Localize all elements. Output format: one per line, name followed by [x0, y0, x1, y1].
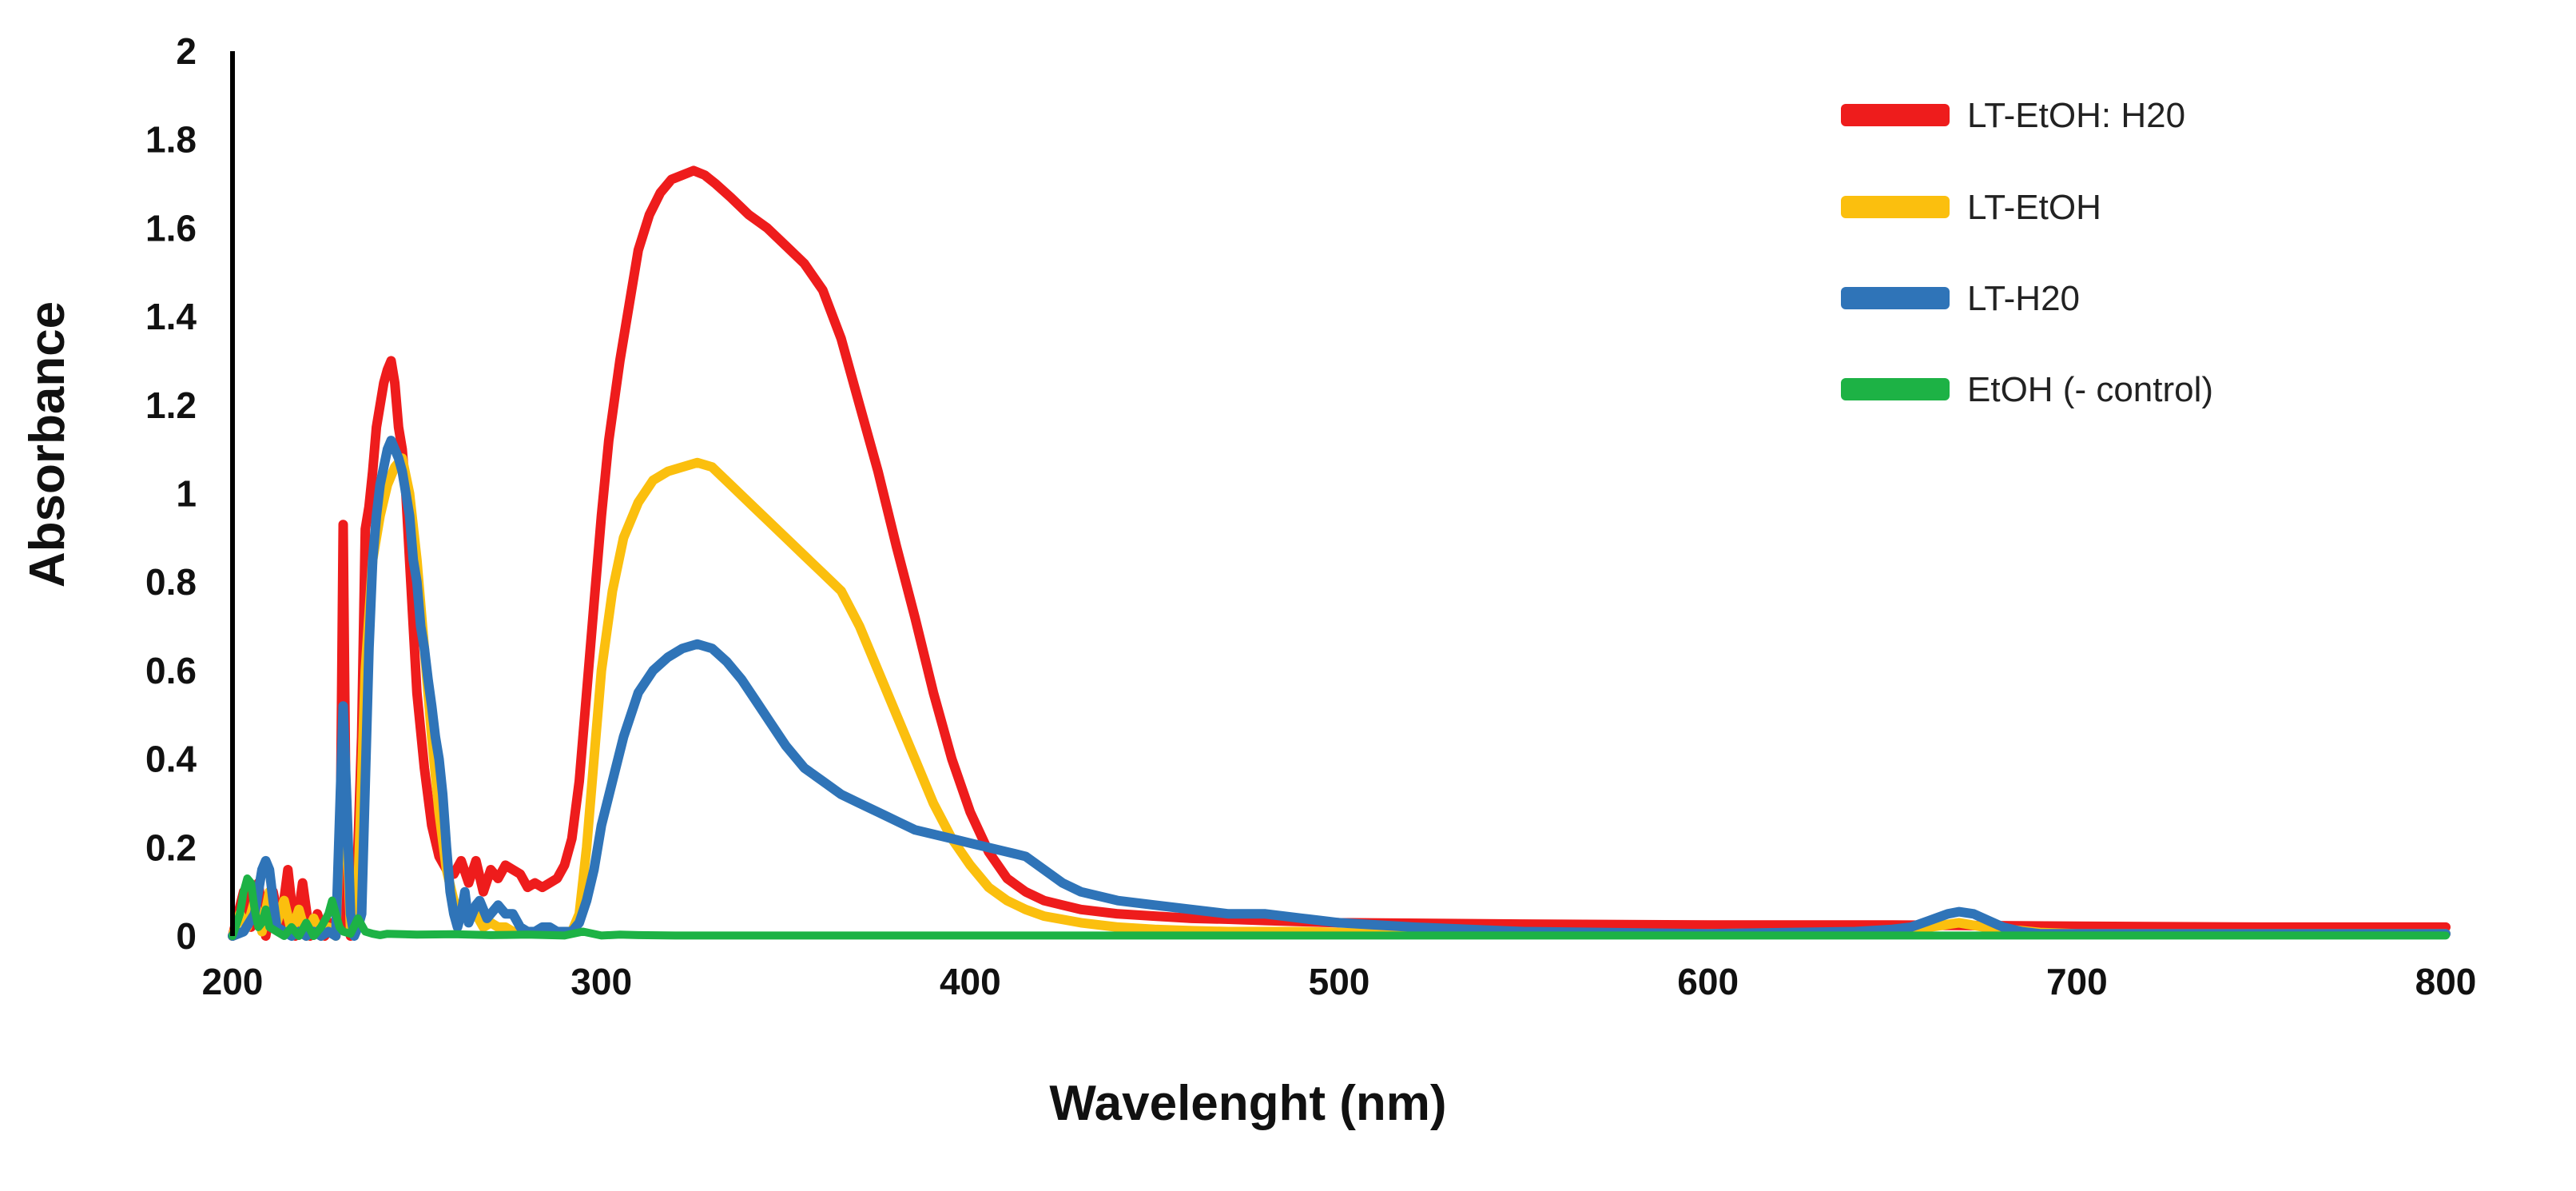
x-tick-label: 500: [1309, 961, 1370, 1002]
y-tick-labels: 0 0.2 0.4 0.6 0.8 1 1.2 1.4 1.6 1.8 2: [145, 30, 197, 957]
y-tick-label: 0: [176, 915, 197, 957]
x-axis-title: Wavelenght (nm): [1049, 1076, 1446, 1131]
series-line-lt-etoh-h20: [228, 165, 2451, 941]
legend-label-lt-etoh: LT-EtOH: [1967, 188, 2101, 227]
y-tick-label: 0.4: [145, 739, 197, 780]
x-tick-label: 800: [2415, 961, 2477, 1002]
y-tick-label: 1.6: [145, 207, 197, 249]
y-tick-label: 1.2: [145, 384, 197, 426]
y-tick-label: 0.2: [145, 827, 197, 868]
x-tick-labels: 200 300 400 500 600 700 800: [202, 961, 2477, 1002]
legend-label-lt-etoh-h20: LT-EtOH: H20: [1967, 96, 2185, 135]
legend-label-lt-h20: LT-H20: [1967, 279, 2080, 318]
legend: LT-EtOH: H20 LT-EtOH LT-H20 EtOH (- control…: [1841, 96, 2213, 409]
series-layer: [228, 165, 2451, 941]
y-tick-label: 0.8: [145, 561, 197, 603]
x-tick-label: 300: [570, 961, 632, 1002]
legend-label-etoh-control: EtOH (- control): [1967, 370, 2213, 409]
series-line-etoh-control: [229, 874, 2450, 940]
legend-swatch-lt-etoh: [1841, 196, 1950, 218]
x-tick-label: 200: [202, 961, 264, 1002]
legend-swatch-lt-h20: [1841, 287, 1950, 309]
y-axis-title: Absorbance: [20, 301, 75, 588]
y-tick-label: 1: [176, 473, 197, 515]
y-tick-label: 1.4: [145, 296, 197, 337]
y-tick-label: 1.8: [145, 119, 197, 161]
legend-swatch-etoh-control: [1841, 378, 1950, 400]
x-tick-label: 600: [1677, 961, 1739, 1002]
x-tick-label: 700: [2046, 961, 2108, 1002]
y-tick-label: 0.6: [145, 650, 197, 691]
x-tick-label: 400: [940, 961, 1001, 1002]
legend-swatch-lt-etoh-h20: [1841, 104, 1950, 126]
y-tick-label: 2: [176, 30, 197, 72]
